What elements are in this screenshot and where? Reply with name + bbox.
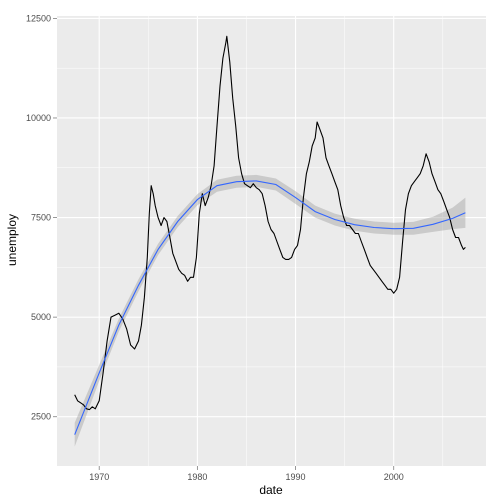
x-tick-label: 1970 (89, 472, 109, 482)
y-tick-label: 2500 (31, 412, 51, 422)
y-tick-label: 5000 (31, 312, 51, 322)
y-tick-label: 7500 (31, 213, 51, 223)
unemploy-line (74, 35, 466, 411)
y-tick-label: 12500 (26, 13, 51, 23)
plot-panel (57, 16, 486, 466)
x-tick-label: 1990 (286, 472, 306, 482)
smooth-fit-line (74, 180, 466, 435)
x-axis-ticks: 1970 1980 1990 2000 (89, 466, 404, 482)
y-axis-title: unemploy (5, 214, 19, 266)
y-axis-ticks: 2500 5000 7500 10000 12500 (26, 13, 57, 422)
x-tick-label: 2000 (384, 472, 404, 482)
y-tick-label: 10000 (26, 113, 51, 123)
x-tick-label: 1980 (187, 472, 207, 482)
x-axis-title: date (259, 483, 283, 497)
